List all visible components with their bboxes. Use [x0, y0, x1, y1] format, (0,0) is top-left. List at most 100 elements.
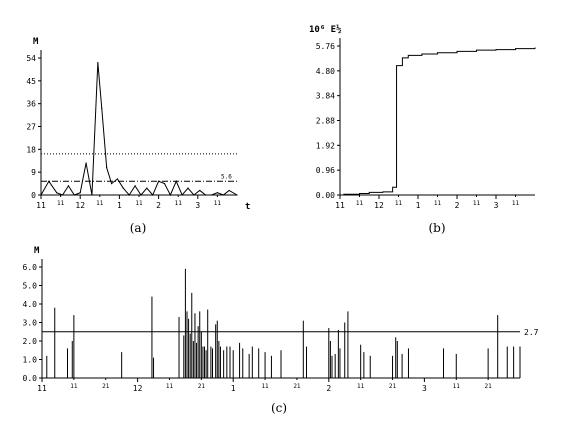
panel-a-data-point	[236, 194, 238, 196]
panel-c-x-tick-label: 11	[166, 383, 174, 390]
panel-c-x-tick-label: 11	[70, 383, 78, 390]
panel-b-y-tick-label: 1.92	[316, 141, 335, 150]
panel-a-data-point	[158, 180, 160, 182]
panel-a-data-point	[140, 194, 142, 196]
panel-c-y-tick-label: 2.0	[23, 337, 38, 346]
panel-a-y-tick-label: 54	[26, 54, 36, 63]
panel-c-x-tick-label: 1	[231, 384, 236, 393]
panel-b-x-tick-label: 2	[455, 201, 460, 210]
panel-a-data-point	[187, 187, 189, 189]
panel-c-x-tick-label: 11	[357, 383, 365, 390]
panel-a-x-tick-label: 11	[57, 200, 65, 207]
panel-a-data-point	[67, 185, 70, 187]
panel-c-y-tick-label: 0.0	[23, 374, 38, 383]
panel-c-x-tick-label: 11	[453, 383, 461, 390]
panel-c-x-tick-label: 21	[485, 383, 493, 390]
panel-a-data-point	[101, 107, 103, 109]
panel-a-data-point	[85, 162, 87, 164]
panel-c-x-tick-label: 11	[37, 384, 47, 393]
panel-a-data-point	[152, 194, 154, 196]
panel-a-x-tick-label: 11	[175, 200, 183, 207]
panel-a-data-point	[222, 194, 224, 196]
panel-a-data-point	[116, 178, 119, 180]
panel-c-y-axis-label: M	[34, 246, 40, 256]
panel-a-series-line	[40, 62, 238, 197]
panel-b-x-tick-label: 11	[356, 200, 364, 207]
panel-a-data-point	[193, 194, 195, 196]
panel-a-data-point	[110, 182, 113, 185]
panel-b-y-tick-label: 2.88	[316, 117, 335, 126]
panel-c-y-tick-label: 1.0	[23, 356, 38, 365]
panel-a-data-point	[122, 187, 124, 189]
panel-a-reference-label: 5.6	[221, 173, 232, 180]
panel-b-y-axis-label: 10⁶ E½	[309, 24, 342, 35]
panel-b-x-tick-label: 3	[494, 201, 499, 210]
panel-a-caption: (a)	[130, 221, 147, 235]
panel-a-data-point	[175, 180, 177, 182]
panel-a-y-tick-label: 0	[31, 191, 36, 200]
panel-c-x-tick-label: 12	[133, 384, 143, 393]
panel-a-y-tick-label: 18	[26, 145, 36, 154]
panel-b-y-tick-label: 3.84	[316, 92, 335, 101]
panel-b-x-tick-label: 12	[374, 201, 384, 210]
panel-c-x-tick-label: 3	[422, 384, 427, 393]
panel-c-x-tick-label: 11	[261, 383, 269, 390]
panel-b-x-tick-label: 11	[335, 201, 345, 210]
panel-a-data-point	[106, 167, 108, 169]
panel-a-data-point	[216, 192, 218, 194]
panel-a-data-point	[210, 194, 213, 196]
panel-a-x-axis-label: t	[245, 202, 250, 212]
panel-c-y-tick-label: 4.0	[23, 300, 38, 309]
panel-a-data-point	[97, 61, 99, 64]
panel-a-y-tick-label: 45	[26, 77, 36, 86]
panel-a-data-point	[91, 194, 93, 196]
panel-a-data-point	[79, 192, 81, 194]
panel-a-x-tick-label: 1	[117, 201, 122, 210]
panel-a-data-point	[199, 189, 201, 192]
panel-b-series-line	[340, 47, 536, 196]
panel-c-x-tick-label: 21	[389, 383, 397, 390]
panel-a-x-tick-label: 3	[195, 201, 200, 210]
panel-a-data-point	[146, 187, 148, 189]
panel-a-data-point	[134, 185, 136, 187]
panel-a-data-point	[163, 182, 166, 185]
panel-b-x-tick-label: 11	[473, 200, 481, 207]
panel-a-data-point	[169, 194, 171, 196]
panel-a-y-tick-label: 36	[26, 100, 36, 109]
panel-a-data-point	[181, 194, 183, 196]
panel-c-x-tick-label: 21	[102, 383, 110, 390]
panel-c-x-tick-label: 2	[326, 384, 331, 393]
panel-c-x-tick-label: 21	[198, 383, 206, 390]
panel-a-data-point	[228, 189, 230, 192]
panel-a-data-point	[56, 192, 58, 194]
panel-a-y-axis-label: M	[33, 37, 39, 47]
panel-c-caption: (c)	[271, 401, 287, 415]
panel-c-x-tick-label: 21	[293, 383, 301, 390]
panel-b-x-tick-label: 11	[395, 200, 403, 207]
panel-b-x-tick-label: 11	[512, 200, 520, 207]
panel-b-x-tick-label: 11	[434, 200, 442, 207]
panel-b-y-tick-label: 0.96	[316, 166, 335, 175]
panel-b-y-tick-label: 5.76	[316, 42, 335, 51]
panel-a-data-point	[40, 194, 42, 196]
panel-a-x-tick-label: 11	[36, 201, 46, 210]
panel-c-y-tick-label: 3.0	[23, 319, 38, 328]
panel-c-reference-label: 2.7	[524, 328, 539, 337]
panel-a-x-tick-label: 2	[156, 201, 161, 210]
panel-a-data-point	[205, 194, 207, 196]
panel-c-y-tick-label: 5.0	[23, 282, 38, 291]
panel-a-data-point	[128, 194, 130, 196]
panel-a-x-tick-label: 12	[75, 201, 85, 210]
panel-a-x-tick-label: 11	[96, 200, 104, 207]
panel-b-y-tick-label: 4.80	[316, 67, 335, 76]
panel-a-data-point	[73, 194, 75, 196]
panel-b-y-tick-label: 0.00	[316, 191, 335, 200]
panel-a-data-point	[61, 194, 64, 196]
panel-a-y-tick-label: 9	[31, 168, 36, 177]
panel-a-x-tick-label: 11	[214, 200, 222, 207]
panel-c-y-tick-label: 6.0	[23, 263, 38, 272]
panel-b-x-tick-label: 1	[416, 201, 421, 210]
panel-b-caption: (b)	[428, 221, 445, 235]
panel-a-x-tick-label: 11	[135, 200, 143, 207]
